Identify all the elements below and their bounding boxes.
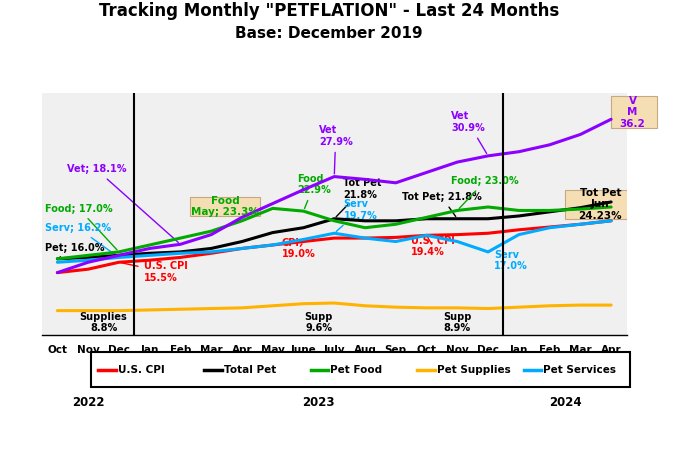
Text: Pet; 16.0%: Pet; 16.0%	[45, 243, 104, 257]
Text: Total Pet: Total Pet	[224, 365, 276, 375]
Text: Food; 17.0%: Food; 17.0%	[45, 204, 117, 250]
Text: Food; 23.0%: Food; 23.0%	[451, 176, 519, 208]
Text: Base: December 2019: Base: December 2019	[235, 26, 423, 40]
Text: U.S. CPI: U.S. CPI	[118, 365, 164, 375]
Text: Vet; 18.1%: Vet; 18.1%	[66, 165, 178, 242]
Text: 2024: 2024	[549, 396, 581, 409]
Text: Supp
8.9%: Supp 8.9%	[443, 312, 472, 333]
Text: Supp
9.6%: Supp 9.6%	[304, 312, 333, 333]
Text: Vet
27.9%: Vet 27.9%	[319, 125, 353, 174]
Text: Serv
19.7%: Serv 19.7%	[336, 199, 377, 232]
Text: Pet Supplies: Pet Supplies	[437, 365, 510, 375]
Text: Serv
17.0%: Serv 17.0%	[488, 250, 528, 271]
Text: U.S. CPI
15.5%: U.S. CPI 15.5%	[122, 261, 188, 283]
Text: CPI
19.0%: CPI 19.0%	[282, 238, 316, 259]
Text: Supplies
8.8%: Supplies 8.8%	[80, 312, 127, 333]
Text: 2022: 2022	[72, 396, 104, 409]
Text: Pet Services: Pet Services	[543, 365, 616, 375]
Text: Tracking Monthly "PETFLATION" - Last 24 Months: Tracking Monthly "PETFLATION" - Last 24 …	[99, 2, 559, 20]
FancyBboxPatch shape	[565, 190, 636, 219]
Text: Tot Pet
21.8%: Tot Pet 21.8%	[336, 179, 382, 217]
Text: Food
22.9%: Food 22.9%	[298, 173, 331, 209]
FancyBboxPatch shape	[611, 96, 657, 127]
Text: Vet
30.9%: Vet 30.9%	[451, 112, 486, 153]
Text: U.S. CPI
19.4%: U.S. CPI 19.4%	[411, 236, 455, 257]
Text: Pet Food: Pet Food	[330, 365, 382, 375]
Text: V
M
36.2: V M 36.2	[620, 96, 645, 129]
Text: Food
May; 23.3%: Food May; 23.3%	[191, 195, 259, 217]
Text: Tot Pet; 21.8%: Tot Pet; 21.8%	[402, 192, 482, 217]
Text: 2023: 2023	[302, 396, 335, 409]
Text: Serv; 16.2%: Serv; 16.2%	[45, 223, 117, 256]
FancyBboxPatch shape	[190, 197, 260, 216]
Text: Tot Pet
Jun
24.23%: Tot Pet Jun 24.23%	[578, 188, 622, 221]
